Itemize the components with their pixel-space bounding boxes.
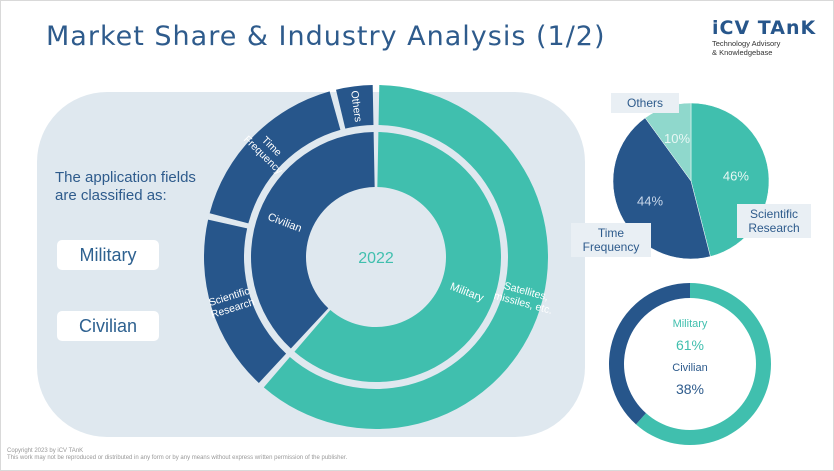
logo-wordmark: iCV TAnK [712,17,817,39]
logo-tagline-2: & Knowledgebase [712,48,773,57]
pie-value-time-frequency: 44% [637,193,663,208]
donut-segment-civilian [609,283,690,425]
copyright-line: Copyright 2023 by iCV TAnK [7,448,84,454]
outer-ring-others [336,85,374,129]
copyright-footer: Copyright 2023 by iCV TAnK This work may… [7,448,347,462]
pie-label-scientific-research: Scientific Research [737,204,811,238]
donut-value-civilian: 38% [676,381,704,397]
page-title: Market Share & Industry Analysis (1/2) [46,21,606,52]
outer-ring-satellites-missiles-etc [263,85,549,430]
military-civilian-donut: Military 61% Civilian 38% [609,283,771,445]
donut-label-military: Military [673,318,708,330]
donut-center [306,187,446,327]
donut-label-civilian: Civilian [672,362,707,374]
logo-tagline-1: Technology Advisory [712,39,781,48]
outer-ring-time-frequency [209,91,341,224]
logo: iCV TAnK Technology Advisory & Knowledge… [712,17,816,57]
donut-center-year: 2022 [358,250,394,267]
donut-value-military: 61% [676,337,704,353]
pie-label-time-frequency: Time Frequency [571,223,651,257]
classification-intro: The application fields are classified as… [55,169,235,205]
pie-label-others: Others [611,93,679,113]
donut-segment-military [635,283,771,445]
inner-ring-civilian [250,132,375,349]
intro-line-2: are classified as: [55,187,167,204]
inner-ring-military [294,132,501,383]
outer-ring-scientific-research [204,219,287,383]
outer-ring-label-others: Others [348,90,364,123]
pie-value-scientific-research: 46% [723,168,749,183]
military-button[interactable]: Military [57,240,159,270]
intro-line-1: The application fields [55,169,196,186]
disclaimer-line: This work may not be reproduced or distr… [7,455,348,461]
civilian-button[interactable]: Civilian [57,311,159,341]
pie-value-others: 10% [664,131,690,146]
